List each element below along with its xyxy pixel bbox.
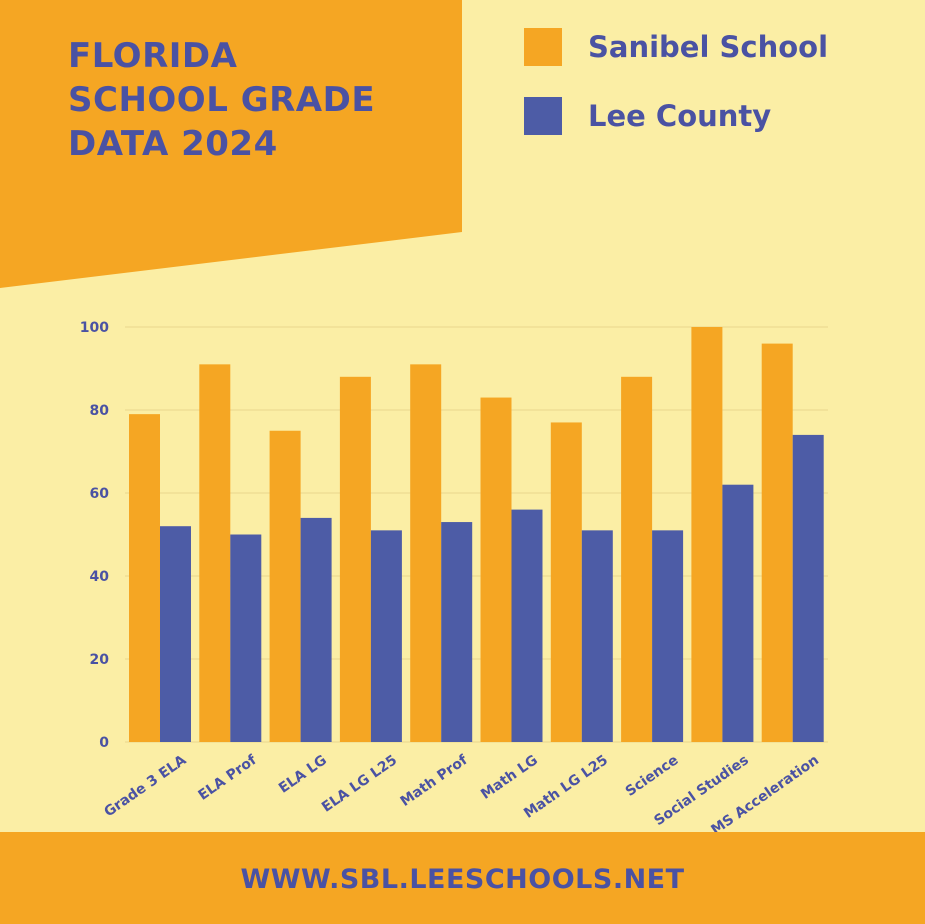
bar-sanibel <box>129 414 160 742</box>
page-title: FLORIDA SCHOOL GRADE DATA 2024 <box>68 34 375 166</box>
x-tick-label: ELA Prof <box>195 752 260 804</box>
legend-label-sanibel: Sanibel School <box>588 30 829 64</box>
bar-lee-county <box>511 509 543 742</box>
y-tick-label: 100 <box>80 320 109 336</box>
bar-sanibel <box>550 422 582 742</box>
bar-lee-county <box>581 530 613 742</box>
bar-sanibel <box>269 430 301 742</box>
bar-lee-county <box>230 534 262 742</box>
header-banner-shape <box>0 0 462 288</box>
bar-chart: 0 20 40 60 80 100 Grade 3 ELA ELA Prof ELA LGELA… <box>80 320 828 832</box>
bar-sanibel <box>339 376 371 742</box>
bar-lee-county <box>441 522 473 742</box>
footer-url-link[interactable]: WWW.SBL.LEESCHOOLS.NET <box>240 864 685 895</box>
bar-sanibel <box>761 343 793 742</box>
footer-bar: WWW.SBL.LEESCHOOLS.NET <box>0 832 925 924</box>
y-tick-label: 80 <box>90 403 110 419</box>
x-tick-label: ELA LG <box>276 752 330 796</box>
legend-swatch-lee-county <box>524 97 562 135</box>
x-tick-label: Math Prof <box>398 752 472 810</box>
bar-lee-county <box>792 434 824 742</box>
bar-sanibel <box>410 364 442 742</box>
bar-sanibel <box>199 364 231 742</box>
x-tick-label: Math LG <box>478 752 541 803</box>
bar-lee-county <box>652 530 684 742</box>
title-line-1: FLORIDA <box>68 36 238 76</box>
bar-sanibel <box>691 327 723 742</box>
y-tick-label: 60 <box>90 486 110 502</box>
y-tick-label: 0 <box>99 735 109 751</box>
title-line-3: DATA 2024 <box>68 124 278 164</box>
bar-lee-county <box>300 517 332 742</box>
bar-sanibel <box>480 397 512 742</box>
legend-item-lee-county: Lee County <box>524 97 904 137</box>
bar-lee-county <box>370 530 402 742</box>
title-line-2: SCHOOL GRADE <box>68 80 376 120</box>
x-tick-label: ELA LG L25 <box>319 752 400 816</box>
y-tick-label: 20 <box>90 652 110 668</box>
legend-swatch-sanibel <box>524 28 562 66</box>
legend-item-sanibel: Sanibel School <box>524 28 904 68</box>
legend-label-lee-county: Lee County <box>588 99 772 133</box>
bar-lee-county <box>722 484 754 742</box>
bar-lee-county <box>160 526 191 742</box>
x-tick-label: Science <box>623 752 682 800</box>
bar-sanibel <box>621 376 653 742</box>
x-tick-label: Grade 3 ELA <box>101 752 189 820</box>
y-tick-label: 40 <box>90 569 110 585</box>
